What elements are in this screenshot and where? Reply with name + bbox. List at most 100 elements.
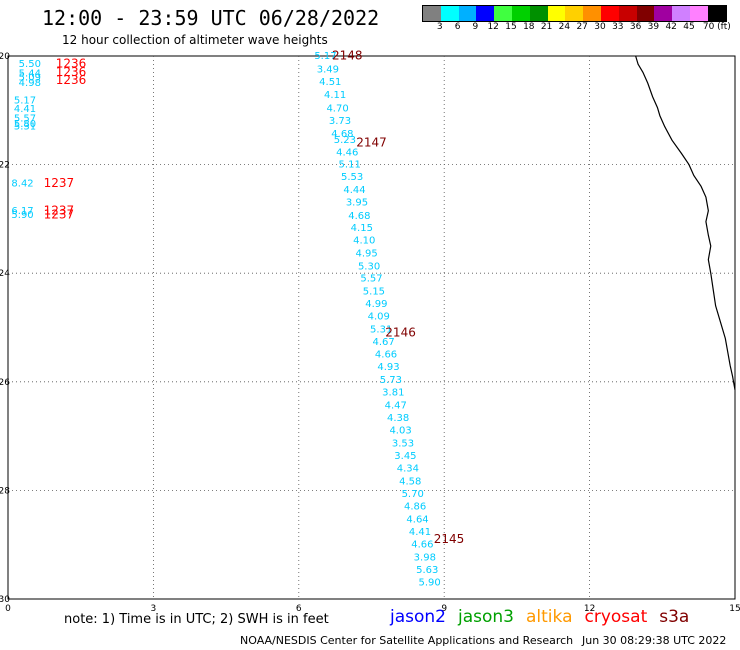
y-tick-label: -26 [0, 378, 10, 388]
colorbar-label: 21 [540, 22, 553, 32]
pass-number: 1236 [56, 65, 87, 79]
swh-value: 5.63 [416, 565, 438, 576]
swh-value: 5.31 [14, 122, 36, 133]
x-tick-label: 15 [729, 604, 740, 614]
swh-value: 3.53 [392, 439, 414, 450]
swh-value: 5.30 [358, 262, 380, 273]
map-title: 12:00 - 23:59 UTC 06/28/2022 [42, 6, 380, 30]
colorbar-swatch [423, 6, 441, 21]
x-tick-label: 9 [441, 604, 447, 614]
colorbar-label: 24 [558, 22, 571, 32]
swh-value: 5.90 [11, 210, 33, 221]
swh-value: 5.90 [419, 578, 441, 589]
satellite-legend: jason2 jason3 altika cryosat s3a [390, 607, 701, 627]
legend-jason2: jason2 [390, 607, 446, 627]
swh-value: 3.98 [414, 553, 436, 564]
swh-value: 4.10 [353, 236, 375, 247]
colorbar-swatch [600, 6, 619, 21]
swh-value: 4.51 [319, 77, 341, 88]
pass-number: 2145 [434, 532, 465, 546]
swh-value: 4.86 [404, 502, 426, 513]
colorbar-swatch [511, 6, 530, 21]
colorbar-swatch [476, 6, 495, 21]
swh-value: 6.17 [11, 206, 33, 217]
colorbar-swatch [565, 6, 584, 21]
pass-number: 2148 [332, 49, 363, 63]
colorbar-label: 70 (ft) [702, 22, 731, 32]
swh-value: 5.80 [14, 119, 36, 130]
swh-value: 4.99 [365, 299, 387, 310]
legend-jason3: jason3 [458, 607, 514, 627]
colorbar-swatch [529, 6, 548, 21]
map-frame [7, 55, 736, 600]
swh-value: 5.09 [19, 73, 41, 84]
swh-value: 3.49 [317, 65, 339, 76]
colorbar-label: 15 [505, 22, 517, 32]
pass-number: 2146 [385, 325, 416, 339]
colorbar-label: 30 [594, 22, 606, 32]
swh-value: 4.67 [372, 337, 394, 348]
swh-value: 4.66 [411, 540, 433, 551]
colorbar-labels: 3 6 9 12 15 18 21 24 27 30 33 36 39 42 45 70 (ft) [422, 22, 740, 34]
colorbar-label: 42 [665, 22, 677, 32]
swh-value: 4.41 [409, 527, 431, 538]
legend-cryosat: cryosat [584, 607, 648, 627]
colorbar-label: 3 [436, 22, 443, 32]
swh-value: 4.34 [397, 464, 419, 475]
swh-value: 5.17 [14, 96, 36, 107]
x-tick-label: 12 [584, 604, 595, 614]
colorbar-label: 33 [612, 22, 624, 32]
x-tick-label: 0 [5, 604, 11, 614]
swh-value: 5.17 [314, 51, 336, 62]
swh-value: 3.73 [329, 116, 351, 127]
colorbar-swatch [494, 6, 512, 21]
swh-value: 5.23 [334, 135, 356, 146]
credit-line: NOAA/NESDIS Center for Satellite Applica… [240, 634, 574, 647]
swh-value: 4.15 [351, 223, 373, 234]
swh-value: 5.57 [360, 274, 382, 285]
swh-value: 4.09 [368, 312, 390, 323]
y-tick-label: -28 [0, 486, 10, 496]
colorbar-swatch [707, 6, 726, 21]
swh-value: 4.03 [389, 426, 411, 437]
swh-value: 3.81 [382, 388, 404, 399]
swh-value: 4.93 [377, 362, 399, 373]
swh-value: 4.44 [343, 185, 365, 196]
footer-note: note: 1) Time is in UTC; 2) SWH is in fe… [64, 612, 329, 627]
swh-value: 5.15 [363, 287, 385, 298]
colorbar-swatch [636, 6, 655, 21]
y-tick-label: -24 [0, 269, 10, 279]
swh-colorbar [422, 5, 727, 22]
coastline [635, 55, 736, 391]
legend-altika: altika [526, 607, 573, 627]
pass-number: 1237 [44, 176, 75, 190]
swh-value: 4.38 [387, 413, 409, 424]
colorbar-label: 36 [629, 22, 642, 32]
colorbar-swatch [583, 6, 601, 21]
x-tick-label: 6 [296, 604, 302, 614]
swh-value: 4.11 [324, 90, 346, 101]
swh-value: 4.58 [399, 477, 421, 488]
swh-value: 4.47 [385, 401, 407, 412]
swh-value: 4.41 [14, 104, 36, 115]
colorbar-label: 45 [683, 22, 695, 32]
swh-value: 5.57 [14, 113, 36, 124]
y-tick-label: -22 [0, 161, 10, 171]
colorbar-label: 12 [487, 22, 499, 32]
colorbar-label: 18 [523, 22, 535, 32]
swh-value: 4.68 [331, 129, 353, 140]
swh-value: 5.73 [380, 375, 402, 386]
swh-value: 8.42 [11, 179, 33, 190]
swh-value: 5.53 [341, 172, 363, 183]
colorbar-swatch [672, 6, 690, 21]
swh-value: 4.70 [326, 104, 348, 115]
colorbar-swatch [440, 6, 459, 21]
pass-number: 2147 [356, 135, 387, 149]
swh-value: 4.66 [375, 350, 397, 361]
swh-value: 5.50 [19, 59, 41, 70]
swh-value: 3.45 [394, 451, 416, 462]
colorbar-swatch [547, 6, 566, 21]
pass-number: 1237 [44, 203, 75, 217]
colorbar-label: 9 [472, 22, 479, 32]
